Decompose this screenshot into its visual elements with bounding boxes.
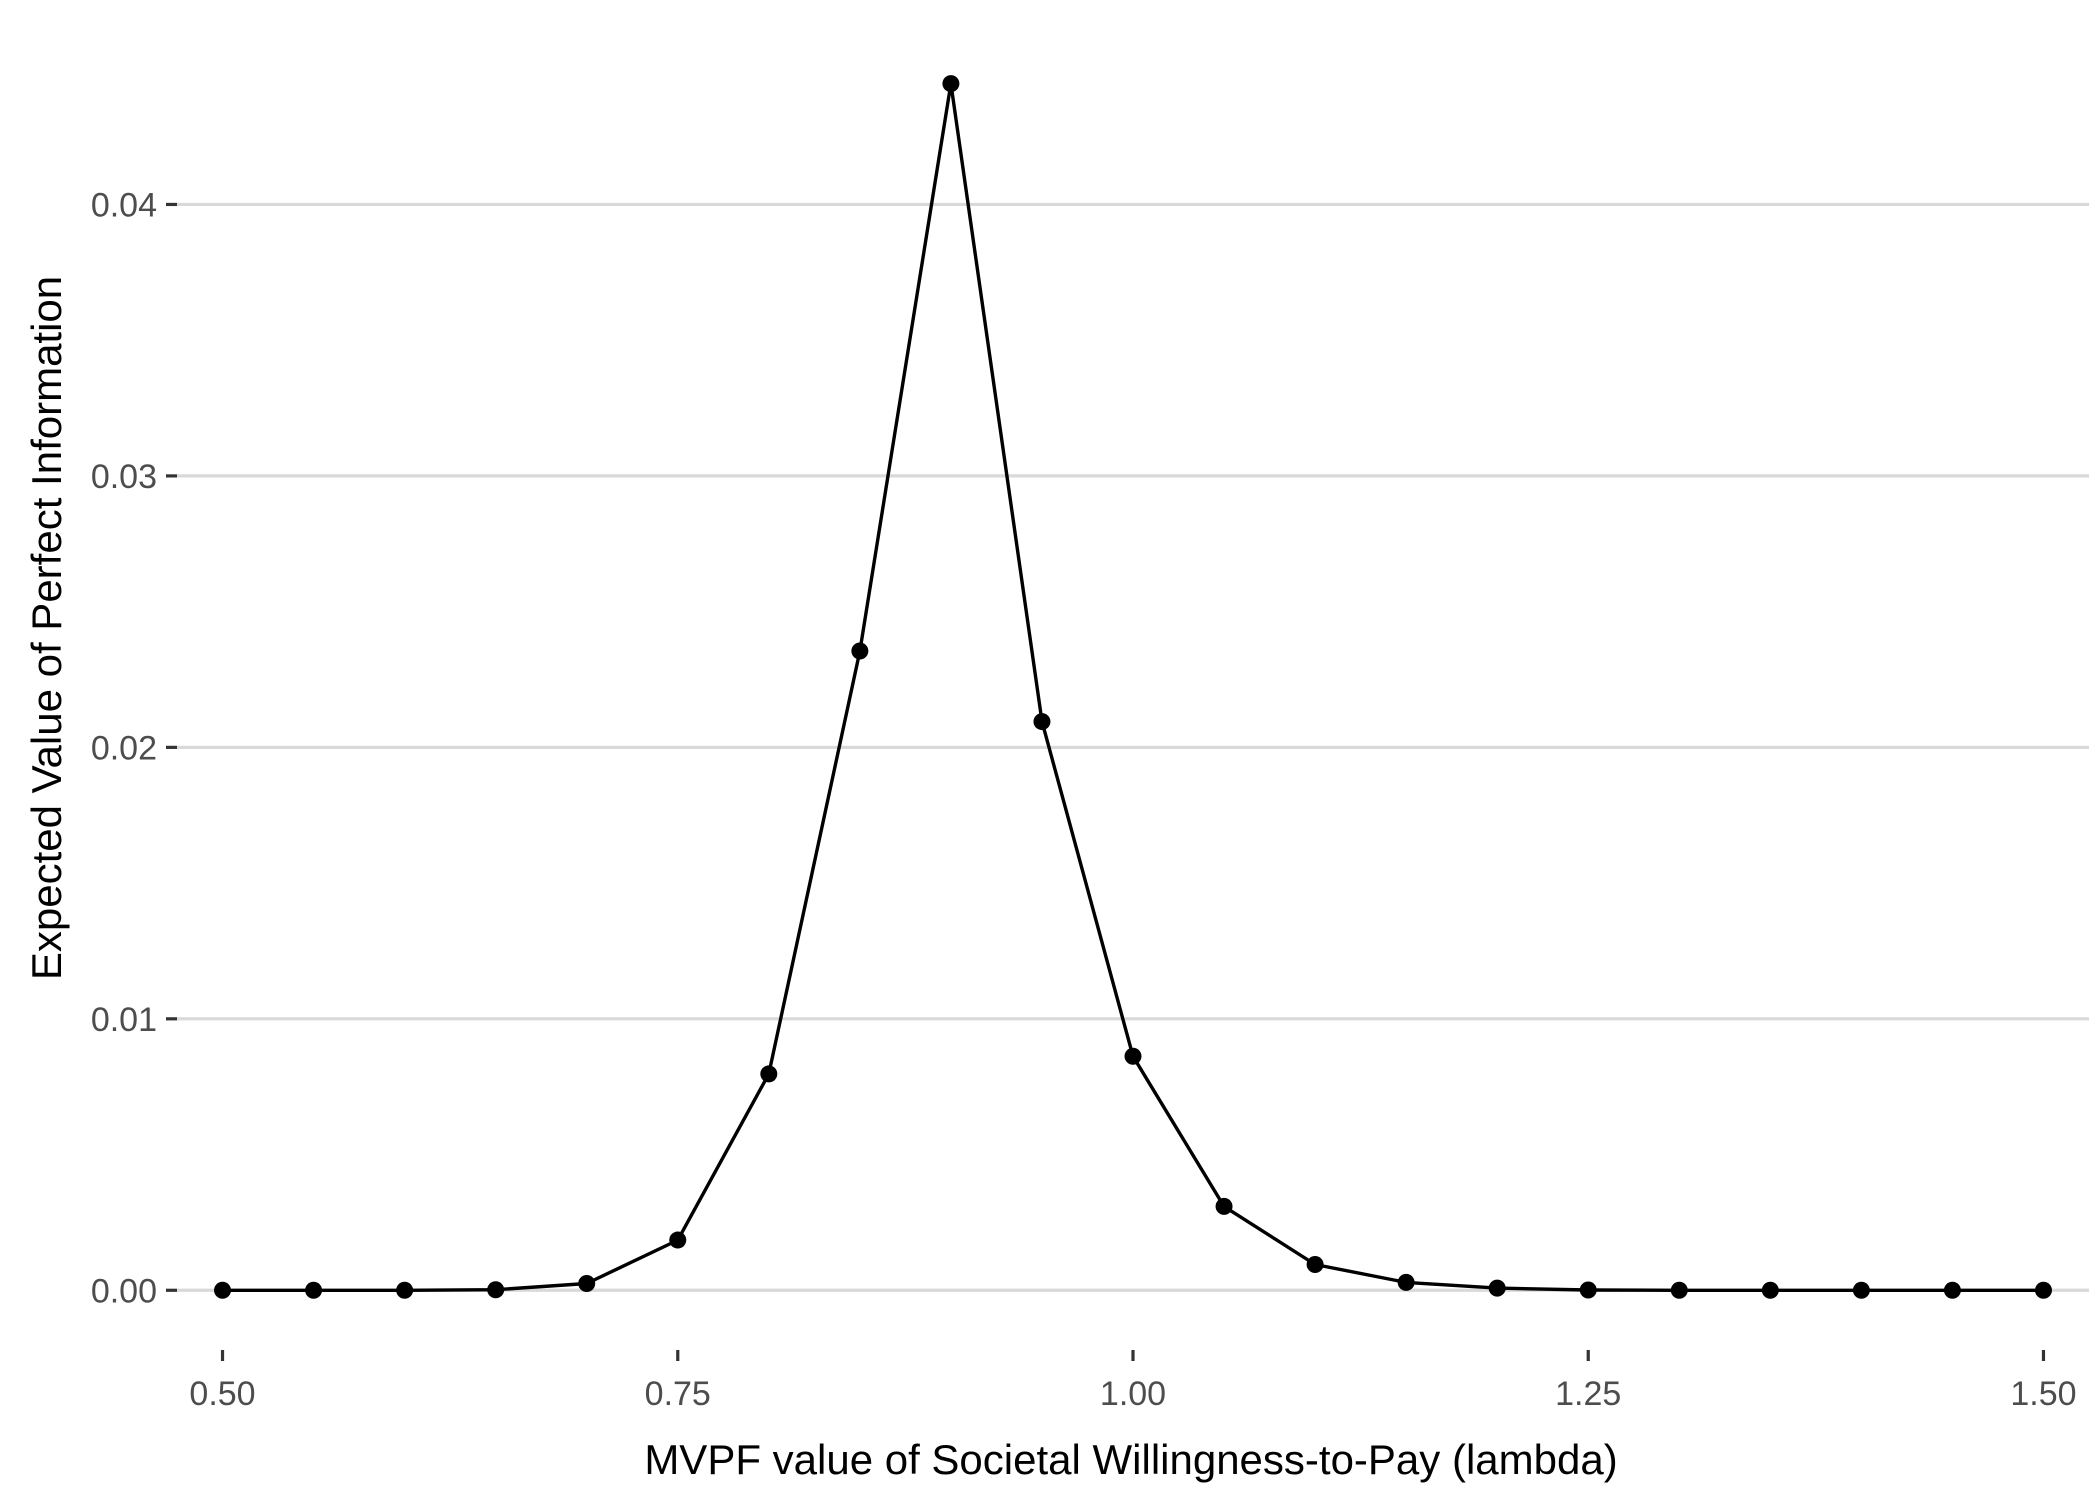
data-point [1033,713,1051,731]
axes: 0.00 0.01 0.02 0.03 0.04 0.50 0.75 1.00 1.25 1.50 [91,186,2077,1413]
x-tick-label: 1.50 [2010,1375,2076,1413]
gridlines [177,202,2089,1292]
data-point [669,1231,687,1249]
x-tick-label: 1.00 [1100,1375,1166,1413]
data-point [1488,1279,1506,1297]
data-point [305,1281,323,1299]
data-point [1852,1281,1870,1299]
data-point [1943,1281,1961,1299]
series-line [222,81,2044,1293]
data-point [942,75,960,93]
y-tick-label: 0.04 [91,186,157,224]
data-point [1579,1281,1597,1299]
data-point [1306,1255,1324,1273]
data-point [2034,1281,2052,1299]
data-point [1215,1197,1233,1215]
data-point [396,1281,414,1299]
y-tick-label: 0.01 [91,1001,157,1039]
y-tick-label: 0.00 [91,1272,157,1310]
data-point [1670,1281,1688,1299]
data-point [1397,1273,1415,1291]
data-point [578,1274,596,1292]
data-point [851,642,869,660]
y-tick-label: 0.02 [91,729,157,767]
y-axis-title: Expected Value of Perfect Information [23,276,70,980]
y-tick-label: 0.03 [91,458,157,496]
data-point [214,1281,232,1299]
data-point [487,1281,505,1299]
x-tick-label: 0.75 [645,1375,711,1413]
x-axis-title: MVPF value of Societal Willingness-to-Pa… [644,1436,1617,1483]
data-point [760,1065,778,1083]
x-tick-label: 1.25 [1555,1375,1621,1413]
data-point [1761,1281,1779,1299]
x-tick-label: 0.50 [189,1375,255,1413]
data-point [1124,1047,1142,1065]
data-series [214,75,2052,1299]
